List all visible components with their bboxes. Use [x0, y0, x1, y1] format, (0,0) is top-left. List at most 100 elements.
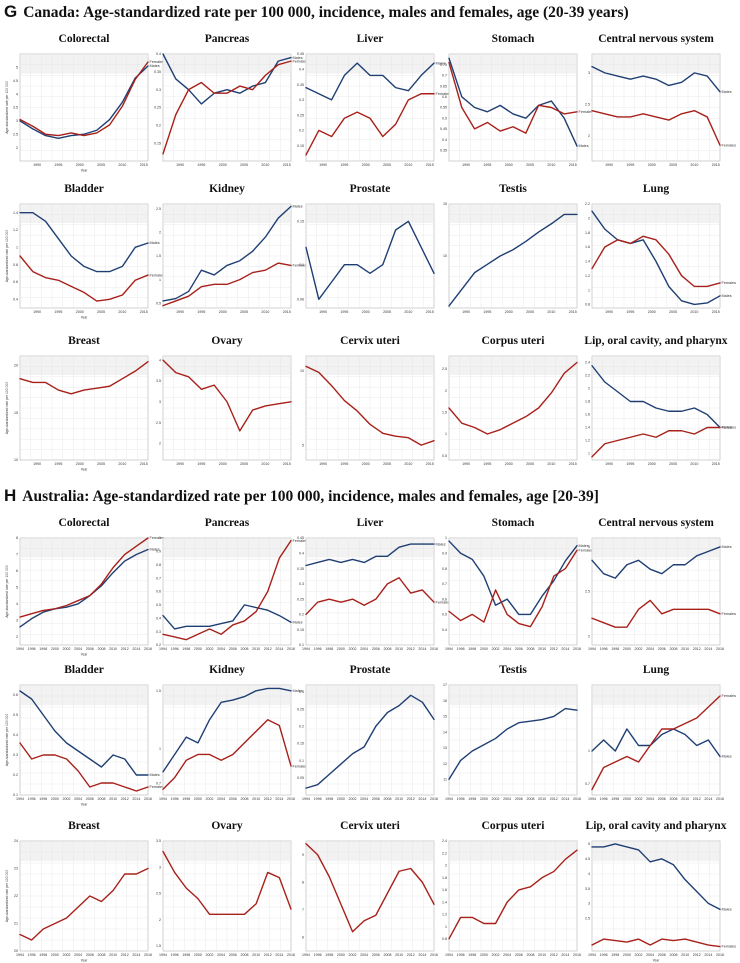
x-tick-label: 2005 [240, 310, 248, 314]
x-tick-label: 2010 [681, 953, 689, 957]
x-tick-label: 2002 [349, 953, 357, 957]
series-line-females [591, 109, 721, 146]
x-tick-label: 2002 [492, 797, 500, 801]
x-tick-label: 2015 [140, 163, 148, 167]
chart-title: Colorectal [59, 33, 110, 45]
x-tick-label: 1998 [611, 797, 619, 801]
y-tick-label: 2 [445, 864, 447, 868]
x-tick-label: 1995 [54, 462, 62, 466]
y-axis-label: Age-standardized rate per 100 000 [5, 565, 9, 618]
x-tick-label: 2000 [362, 310, 370, 314]
series-line-females [591, 235, 721, 288]
y-tick-label: 2.2 [442, 851, 447, 855]
y-tick-label: 0.6 [442, 95, 447, 99]
x-tick-label: 2005 [97, 310, 105, 314]
x-tick-label: 2010 [404, 462, 412, 466]
series-line-females [162, 359, 292, 432]
y-tick-label: 0.35 [154, 70, 161, 74]
x-tick-label: 2005 [526, 163, 534, 167]
series-line-males [591, 65, 721, 93]
y-tick-label: 23 [14, 867, 18, 871]
x-tick-label: 1995 [197, 310, 205, 314]
y-tick-label: 1.6 [585, 245, 590, 249]
y-tick-label: 8 [16, 536, 18, 540]
series-end-label: Females [293, 264, 308, 268]
x-tick-label: 2014 [418, 953, 426, 957]
y-tick-label: 16 [443, 699, 447, 703]
y-tick-label: 0.2 [299, 129, 304, 133]
x-tick-label: 2006 [86, 797, 94, 801]
y-tick-label: 0.8 [156, 563, 161, 567]
x-tick-label: 2000 [362, 163, 370, 167]
y-tick-label: 15 [443, 715, 447, 719]
x-tick-label: 1994 [302, 647, 310, 651]
x-tick-label: 2014 [275, 797, 283, 801]
y-tick-label: 2.5 [13, 132, 18, 136]
x-tick-label: 2012 [693, 953, 701, 957]
y-tick-label: 1 [445, 432, 447, 436]
x-tick-label: 2010 [252, 953, 260, 957]
series-line-males [19, 211, 149, 273]
x-tick-label: 2008 [526, 797, 534, 801]
series-end-label: Males [150, 241, 160, 245]
y-tick-label: 0.6 [13, 280, 18, 284]
x-axis-label: Year [81, 169, 89, 173]
chart-title: Pancreas [205, 33, 250, 45]
y-tick-label: 9 [302, 853, 304, 857]
x-tick-label: 2005 [383, 310, 391, 314]
x-tick-label: 2000 [337, 797, 345, 801]
x-tick-label: 2000 [505, 462, 513, 466]
series-line-males [162, 604, 292, 630]
x-tick-label: 2004 [646, 647, 654, 651]
x-tick-label: 2015 [569, 163, 577, 167]
x-tick-label: 2005 [97, 163, 105, 167]
x-tick-label: 1995 [626, 310, 634, 314]
y-tick-label: 3 [159, 865, 161, 869]
chart-ca-breast: Breast 10 15 20 1990 1995 2000 2005 2010 2015 Year… [5, 335, 149, 472]
x-tick-label: 2012 [264, 797, 272, 801]
x-tick-label: 2008 [383, 797, 391, 801]
x-tick-label: 2015 [283, 310, 291, 314]
y-tick-label: 2.2 [585, 202, 590, 206]
y-tick-label: 0.4 [13, 298, 18, 302]
x-tick-label: 2004 [646, 797, 654, 801]
y-tick-label: 1 [588, 749, 590, 753]
x-tick-label: 2010 [538, 953, 546, 957]
x-axis-label: Year [81, 959, 89, 963]
y-tick-label: 0.25 [297, 113, 304, 117]
y-tick-label: 0.05 [297, 776, 304, 780]
series-end-label: Females [722, 612, 737, 616]
x-tick-label: 2008 [240, 953, 248, 957]
chart-title: Lip, oral cavity, and pharynx [584, 335, 727, 347]
x-tick-label: 2015 [283, 163, 291, 167]
y-tick-label: 0.8 [585, 303, 590, 307]
x-tick-label: 1994 [588, 647, 596, 651]
series-line-males [305, 220, 435, 301]
x-tick-label: 2008 [669, 953, 677, 957]
chart-title: Testis [499, 183, 527, 195]
x-tick-label: 2000 [480, 953, 488, 957]
chart-title: Colorectal [59, 517, 110, 529]
series-line-males [448, 540, 578, 616]
y-tick-label: 3 [159, 400, 161, 404]
x-tick-label: 2014 [704, 647, 712, 651]
x-tick-label: 2002 [63, 647, 71, 651]
x-tick-label: 2006 [372, 953, 380, 957]
x-tick-label: 2002 [492, 647, 500, 651]
x-tick-label: 2010 [547, 310, 555, 314]
chart-au-prostate: Prostate 0.05 0.1 0.15 0.2 0.25 0.3 1994 1996 199… [297, 664, 438, 801]
x-tick-label: 1990 [33, 462, 41, 466]
y-tick-label: 2.5 [156, 207, 161, 211]
series-end-label: Males [293, 56, 303, 60]
chart-ca-prostate: Prostate 0.06 0.1 0.15 1990 1995 2000 2005 2010 2… [297, 183, 435, 314]
series-end-label: Females [722, 143, 737, 147]
series-end-label: Males [579, 144, 589, 148]
x-tick-label: 1998 [182, 953, 190, 957]
y-tick-label: 1.4 [585, 260, 590, 264]
chart-title: Corpus uteri [482, 820, 546, 832]
chart-title: Corpus uteri [482, 335, 546, 347]
x-tick-label: 2012 [121, 797, 129, 801]
x-tick-label: 2012 [550, 953, 558, 957]
chart-title: Bladder [64, 183, 104, 195]
